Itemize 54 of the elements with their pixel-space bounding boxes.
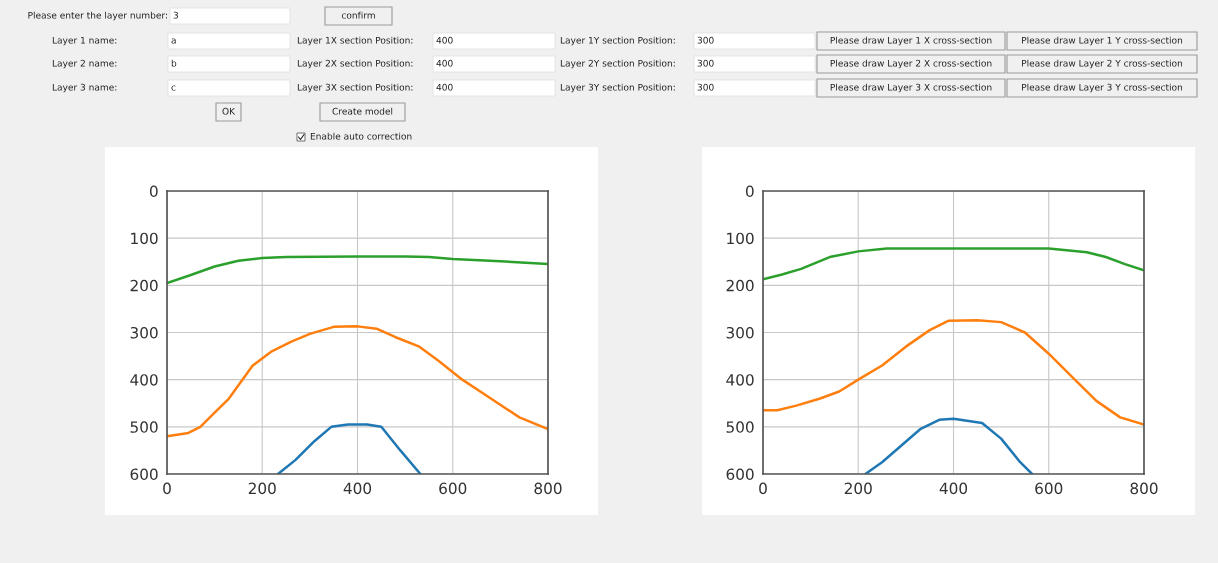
y-tick-label: 200 [130, 279, 158, 292]
text: Enable auto correction [310, 132, 412, 140]
y-tick-label: 500 [726, 421, 754, 433]
x-tick-label: 800 [1130, 482, 1158, 495]
y-tick-label: 100 [727, 232, 754, 245]
text: OK [222, 107, 236, 115]
text: Layer 3Y section Position: [560, 83, 675, 93]
text: Please draw Layer 3 Y cross-section [1022, 83, 1183, 93]
text: Layer 2Y section Position: [560, 59, 675, 69]
x-tick-label: 0 [163, 482, 171, 495]
text: 400 [436, 83, 453, 91]
x-tick-label: 600 [1035, 482, 1063, 495]
text: 300 [697, 59, 714, 67]
text: 300 [697, 36, 714, 44]
text: b [171, 59, 177, 67]
text: a [171, 38, 176, 44]
text: Layer 2 name: [52, 59, 117, 69]
text: Layer 2X section Position: [297, 59, 413, 69]
text: Layer 3 name: [52, 83, 117, 93]
text: 300 [697, 83, 714, 91]
y-tick-label: 0 [149, 185, 158, 198]
text: Layer 1Y section Position: [560, 36, 675, 46]
x-tick-label: 200 [248, 482, 276, 495]
text: Layer 3X section Position: [297, 83, 413, 93]
y-tick-label: 500 [130, 421, 158, 433]
text: 3 [173, 11, 179, 19]
y-tick-label: 600 [130, 468, 158, 481]
text: confirm [341, 11, 375, 19]
y-tick-label: 300 [130, 326, 158, 339]
x-tick-label: 200 [844, 482, 872, 495]
text: c [171, 85, 176, 91]
x-tick-label: 400 [939, 482, 968, 495]
x-tick-label: 400 [343, 482, 372, 495]
text: Create model [332, 107, 393, 115]
y-tick-label: 0 [745, 185, 754, 198]
y-tick-label: 400 [726, 374, 754, 386]
text: Please draw Layer 1 Y cross-section [1022, 36, 1183, 46]
text: Please draw Layer 2 X cross-section [830, 59, 992, 69]
text: Please draw Layer 2 Y cross-section [1022, 59, 1183, 69]
text: Layer 1 name: [52, 36, 117, 46]
y-tick-label: 600 [726, 468, 754, 481]
y-tick-label: 400 [130, 374, 158, 386]
text: Please draw Layer 1 X cross-section [830, 36, 992, 46]
y-tick-label: 200 [726, 279, 754, 292]
text: 400 [436, 59, 453, 67]
y-tick-label: 100 [131, 232, 158, 245]
x-tick-label: 0 [759, 482, 767, 495]
text: Please draw Layer 3 X cross-section [830, 83, 992, 93]
text: 400 [436, 36, 453, 44]
x-tick-label: 800 [534, 482, 562, 495]
text: Layer 1X section Position: [297, 36, 413, 46]
y-tick-label: 300 [726, 326, 754, 339]
x-tick-label: 600 [439, 482, 467, 495]
text: Please enter the layer number: [28, 11, 167, 21]
